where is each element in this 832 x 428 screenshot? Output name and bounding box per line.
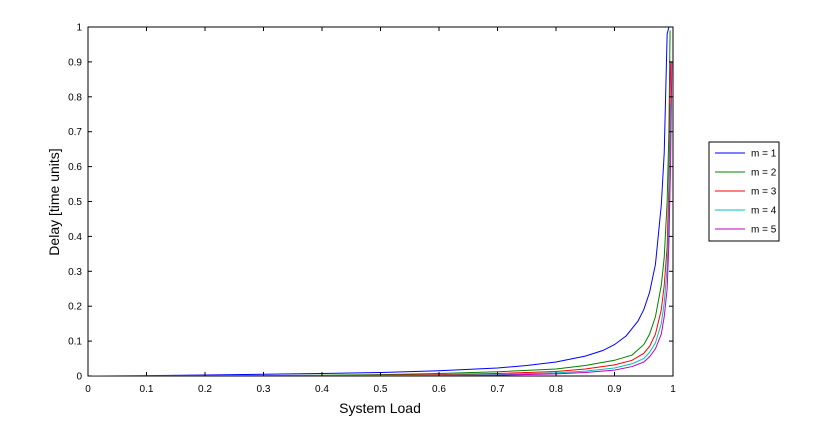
ticks-layer: 0 0.1 0.2 0.3 0.4 0.5 0.6 0.7 0.8 0.9 1 0 0.1 0.2 0.3 0… (68, 23, 676, 396)
legend-entry: m = 2 (751, 168, 777, 179)
y-tick-label: 0.8 (68, 92, 82, 103)
y-tick-label: 1 (76, 23, 82, 34)
y-tick-label: 0.6 (68, 162, 82, 173)
plot-frame (87, 26, 674, 377)
x-tick-label: 0.4 (315, 384, 329, 395)
y-axis-label: Delay [time units] (46, 148, 62, 255)
x-tick-label: 0.7 (491, 384, 505, 395)
x-tick-label: 0.8 (549, 384, 563, 395)
series-line-m5 (88, 61, 673, 376)
y-tick-label: 0.2 (68, 302, 82, 313)
x-tick-label: 0.3 (257, 384, 271, 395)
plot-area (87, 26, 674, 377)
series-line-m1 (88, 27, 670, 376)
x-tick-label: 0.6 (432, 384, 446, 395)
y-tick-label: 0.4 (68, 232, 82, 243)
x-tick-label: 0.9 (608, 384, 622, 395)
x-tick-label: 0 (85, 384, 91, 395)
legend-entry: m = 5 (751, 225, 777, 236)
y-tick-label: 0.5 (68, 197, 82, 208)
x-tick-label: 0.2 (198, 384, 212, 395)
y-tick-label: 0 (76, 372, 82, 383)
legend-entry: m = 3 (751, 187, 777, 198)
legend-entry: m = 1 (751, 149, 777, 160)
x-axis-label: System Load (339, 400, 421, 416)
x-tick-label: 1 (670, 384, 676, 395)
legend: m = 1 m = 2 m = 3 m = 4 m = 5 (708, 141, 780, 242)
y-tick-label: 0.3 (68, 267, 82, 278)
y-tick-label: 0.7 (68, 127, 82, 138)
y-tick-label: 0.1 (68, 337, 82, 348)
x-tick-label: 0.5 (374, 384, 388, 395)
legend-entry: m = 4 (751, 206, 777, 217)
y-tick-label: 0.9 (68, 57, 82, 68)
x-tick-label: 0.1 (140, 384, 154, 395)
